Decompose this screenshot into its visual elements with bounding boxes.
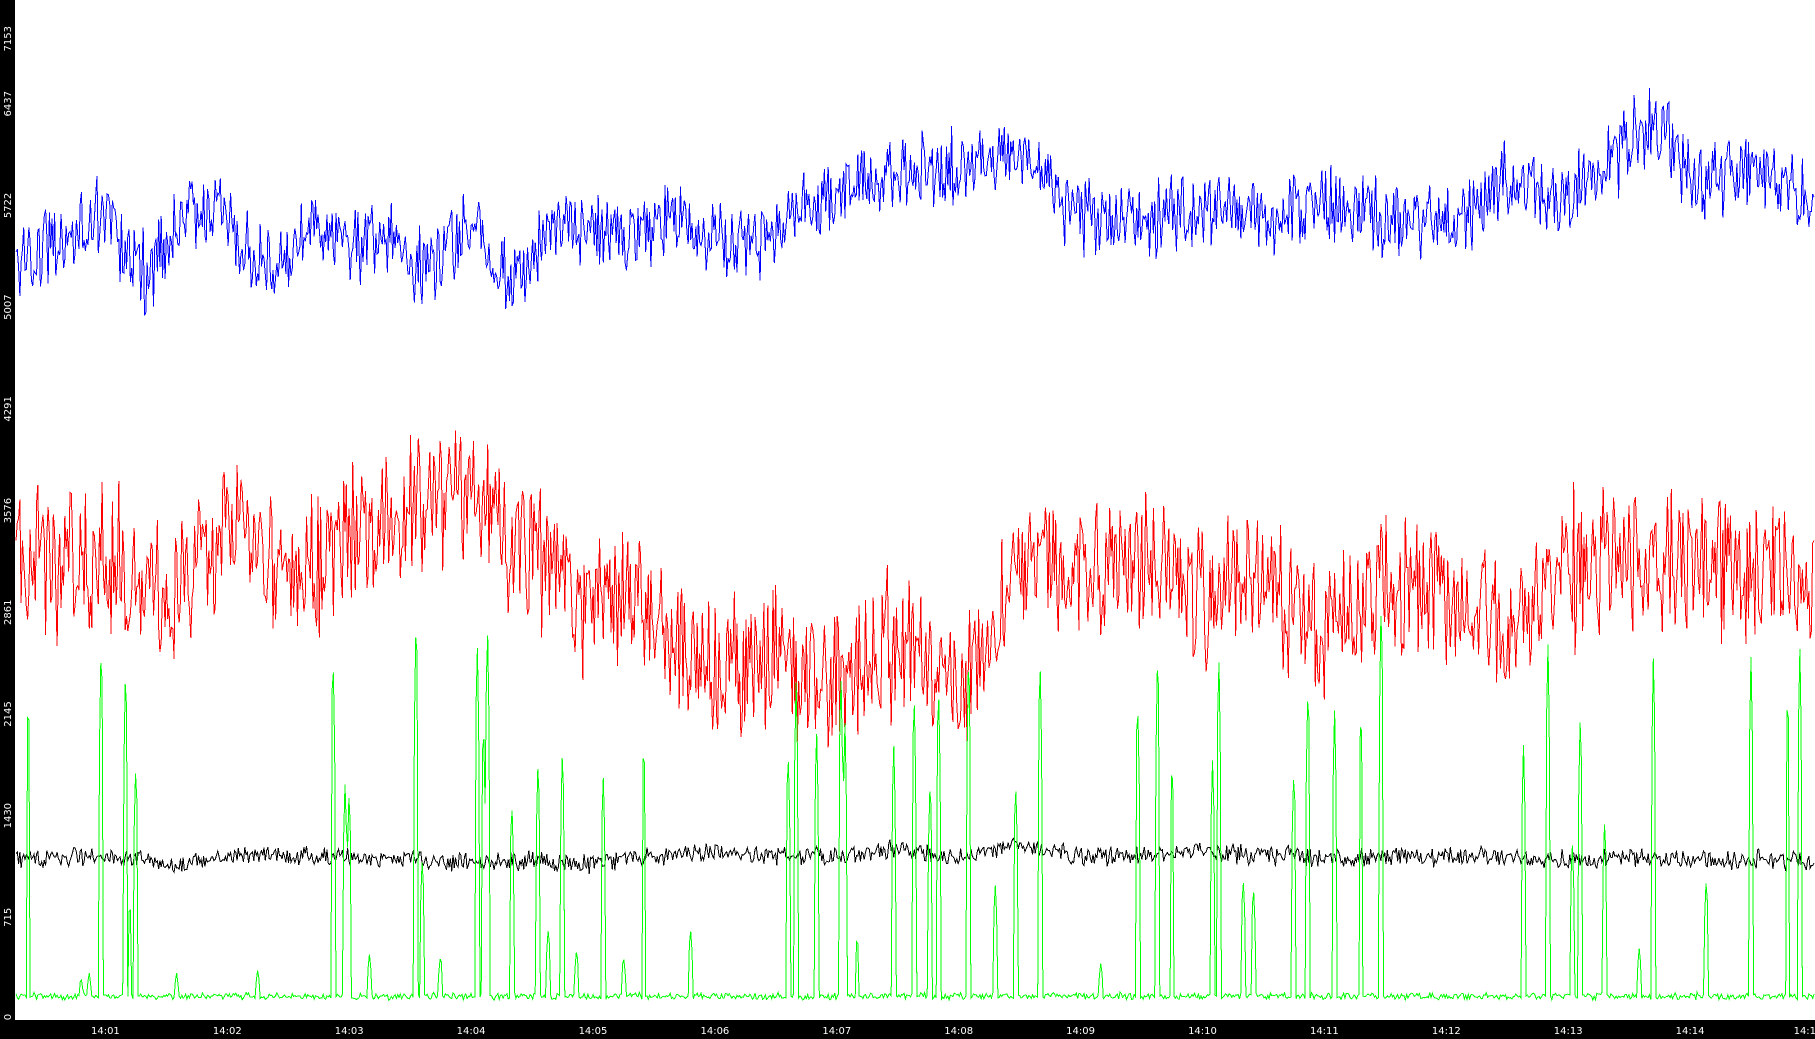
x-tick-label: 14:12 [1432, 1026, 1461, 1037]
y-tick-label: 5007 [3, 294, 14, 319]
x-tick-label: 14:02 [213, 1026, 242, 1037]
y-tick-label: 3576 [3, 498, 14, 523]
x-tick-label: 14:04 [457, 1026, 486, 1037]
x-tick-label: 14:01 [91, 1026, 120, 1037]
y-tick-label: 4291 [3, 396, 14, 421]
y-axis-band [0, 0, 15, 1039]
red-series-line [15, 430, 1815, 750]
blue-series-line [15, 87, 1815, 316]
x-axis-band [0, 1020, 1815, 1039]
x-tick-label: 14:15 [1794, 1026, 1815, 1037]
x-tick-label: 14:07 [822, 1026, 851, 1037]
y-tick-label: 5722 [3, 193, 14, 218]
x-tick-label: 14:09 [1066, 1026, 1095, 1037]
y-tick-label: 6437 [3, 91, 14, 116]
y-tick-label: 2145 [3, 701, 14, 726]
y-tick-label: 1430 [3, 803, 14, 828]
x-tick-label: 14:08 [944, 1026, 973, 1037]
y-tick-label: 2861 [3, 600, 14, 625]
x-tick-label: 14:06 [700, 1026, 729, 1037]
x-tick-label: 14:11 [1310, 1026, 1339, 1037]
x-tick-label: 14:10 [1188, 1026, 1217, 1037]
y-tick-label: 0 [3, 1014, 14, 1020]
y-tick-label: 715 [3, 908, 14, 927]
black-series-line [15, 837, 1815, 875]
x-tick-label: 14:14 [1676, 1026, 1705, 1037]
green-series-line [15, 615, 1815, 1002]
x-tick-label: 14:05 [579, 1026, 608, 1037]
y-tick-label: 7153 [3, 26, 14, 51]
x-tick-label: 14:13 [1554, 1026, 1583, 1037]
x-tick-label: 14:03 [335, 1026, 364, 1037]
